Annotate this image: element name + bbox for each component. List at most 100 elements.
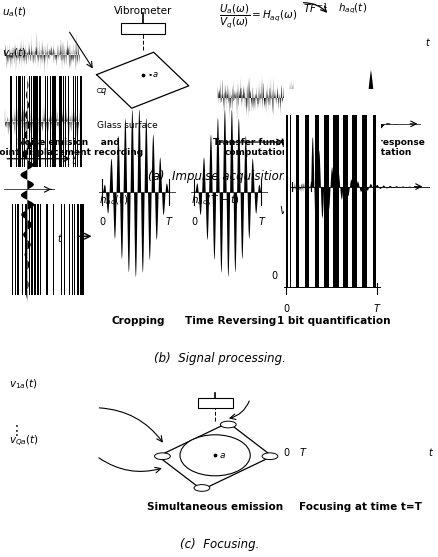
Bar (47, 204, 48, 295)
Bar (46, 204, 47, 295)
Text: $h_{aq}(t)$: $h_{aq}(t)$ (337, 2, 366, 16)
Text: $h_{aq}(T-t)$: $h_{aq}(T-t)$ (191, 194, 239, 208)
Bar (18, 76, 19, 167)
Bar (22, 204, 23, 295)
Text: $\bullet a$: $\bullet a$ (147, 70, 159, 79)
Text: $t$: $t$ (57, 232, 63, 244)
Bar (75, 76, 76, 167)
Text: Focusing at time t=T: Focusing at time t=T (298, 502, 420, 512)
Text: $t$: $t$ (427, 446, 433, 457)
Bar (45, 76, 46, 167)
Text: $a$: $a$ (219, 451, 226, 460)
Bar (77, 76, 78, 167)
Text: $0$: $0$ (271, 269, 278, 281)
Bar (60, 76, 61, 167)
Bar (10, 76, 11, 167)
Text: $\dfrac{U_a(\omega)}{V_q(\omega)} = H_{aq}(\omega)$: $\dfrac{U_a(\omega)}{V_q(\omega)} = H_{a… (219, 3, 297, 31)
Bar (29, 76, 30, 167)
Text: $\omega$: $\omega$ (281, 139, 290, 149)
Bar (32, 204, 33, 295)
Bar (72, 204, 73, 295)
Bar (14, 76, 15, 167)
Text: (c)  Focusing.: (c) Focusing. (180, 539, 258, 551)
Text: $v_{qa}(t)$: $v_{qa}(t)$ (284, 194, 312, 208)
Bar (345, 115, 346, 287)
Bar (307, 115, 308, 287)
Text: (a)  Impulse acquisition.: (a) Impulse acquisition. (148, 170, 290, 183)
Bar (298, 115, 299, 287)
Bar (74, 204, 75, 295)
Bar (28, 76, 29, 167)
Bar (38, 204, 39, 295)
Text: $t$: $t$ (424, 36, 430, 48)
Bar (61, 204, 62, 295)
Bar (306, 115, 307, 287)
Text: T: T (166, 217, 172, 227)
Bar (63, 76, 64, 167)
Bar (24, 76, 25, 167)
Bar (354, 115, 355, 287)
Bar (35, 204, 36, 295)
Bar (304, 115, 305, 287)
Text: $V_{pp}^{-}$: $V_{pp}^{-}$ (278, 204, 295, 220)
Bar (35, 76, 36, 167)
Text: 1 bit quantification: 1 bit quantification (276, 316, 389, 326)
Text: T: T (258, 217, 264, 227)
Text: $\subset\!\!\!q$: $\subset\!\!\!q$ (94, 86, 107, 97)
Text: Impulse response
computation: Impulse response computation (334, 138, 424, 158)
Bar (42, 204, 43, 295)
Circle shape (220, 421, 236, 428)
Bar (343, 115, 344, 287)
Text: $v_{Qa}(t)$: $v_{Qa}(t)$ (9, 434, 39, 449)
Bar (20, 76, 21, 167)
Bar (323, 115, 324, 287)
Bar (332, 115, 333, 287)
Circle shape (261, 453, 277, 460)
Text: 0: 0 (191, 217, 197, 227)
Bar (305, 115, 306, 287)
Bar (64, 204, 65, 295)
Bar (296, 115, 297, 287)
Bar (36, 76, 37, 167)
Bar (67, 76, 68, 167)
Bar (57, 204, 58, 295)
Text: $v_q(t)$: $v_q(t)$ (2, 47, 26, 61)
Bar (29, 204, 30, 295)
Bar (47, 76, 48, 167)
Bar (316, 115, 317, 287)
Bar (336, 115, 337, 287)
Bar (61, 76, 62, 167)
Bar (37, 204, 38, 295)
Bar (34, 76, 35, 167)
Bar (197, 398, 232, 408)
Bar (65, 76, 66, 167)
Text: Vibrometer: Vibrometer (113, 6, 171, 16)
Bar (325, 115, 326, 287)
Bar (352, 115, 353, 287)
Bar (335, 115, 336, 287)
Bar (31, 76, 32, 167)
Bar (34, 204, 35, 295)
Bar (334, 115, 335, 287)
Bar (15, 204, 16, 295)
Bar (344, 115, 345, 287)
Text: Glass surface: Glass surface (97, 121, 157, 130)
Text: Simultaneous emission: Simultaneous emission (147, 502, 283, 512)
Text: $0$: $0$ (283, 446, 290, 457)
Bar (317, 115, 318, 287)
Text: 0: 0 (99, 217, 105, 227)
Text: Transfer function
computation: Transfer function computation (212, 138, 300, 158)
Bar (80, 76, 81, 167)
Circle shape (154, 453, 170, 460)
Ellipse shape (180, 435, 250, 476)
Bar (333, 115, 334, 287)
Text: Time Reversing: Time Reversing (184, 316, 276, 326)
Bar (70, 76, 71, 167)
Bar (315, 115, 316, 287)
Bar (363, 115, 364, 287)
Text: Cropping: Cropping (111, 316, 165, 326)
Bar (59, 76, 60, 167)
Circle shape (194, 485, 209, 491)
Bar (285, 115, 286, 287)
Bar (77, 204, 78, 295)
